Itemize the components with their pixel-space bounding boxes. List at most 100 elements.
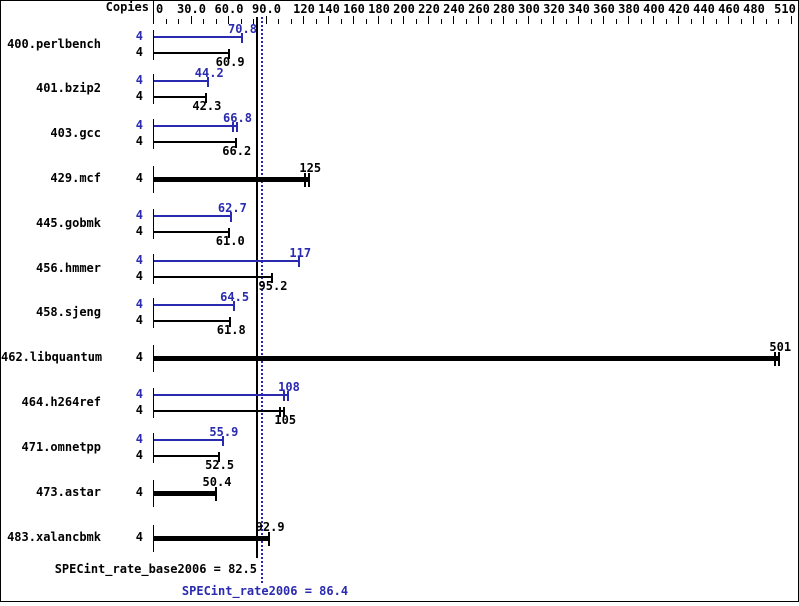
axis-major-tick — [603, 16, 604, 24]
base-bar — [154, 535, 271, 541]
axis-minor-tick — [666, 19, 667, 24]
peak-value-label: 117 — [289, 245, 312, 260]
bar-end-cap — [205, 93, 207, 104]
peak-copies-label: 4 — [135, 252, 143, 267]
peak-bar — [154, 304, 235, 307]
axis-minor-tick — [491, 19, 492, 24]
axis-major-tick — [191, 16, 192, 24]
axis-minor-tick — [616, 19, 617, 24]
axis-minor-tick — [466, 19, 467, 24]
benchmark-label: 429.mcf — [50, 170, 101, 185]
row-axis-stub — [153, 208, 154, 239]
base-copies-label: 4 — [135, 44, 143, 59]
axis-major-tick — [228, 16, 229, 24]
peak-copies-label: 4 — [135, 297, 143, 312]
row-axis-stub — [153, 479, 154, 507]
base-value-label: 61.0 — [215, 233, 245, 248]
peak-bar — [154, 80, 210, 83]
axis-minor-tick — [366, 19, 367, 24]
benchmark-label: 445.gobmk — [35, 215, 101, 230]
axis-tick-label: 360 — [593, 2, 615, 16]
axis-tick-label: 400 — [643, 2, 665, 16]
benchmark-label: 464.h264ref — [21, 395, 101, 410]
bar-end-cap — [298, 256, 300, 267]
axis-minor-tick — [541, 19, 542, 24]
axis-minor-tick — [391, 19, 392, 24]
bar-end-cap — [215, 486, 217, 501]
base-value-label: 42.3 — [192, 99, 222, 114]
axis-major-tick — [478, 16, 479, 24]
bar-end-cap — [230, 211, 232, 222]
peak-value-label: 62.7 — [217, 200, 247, 215]
peak-value-label: 64.5 — [220, 290, 250, 305]
benchmark-label: 456.hmmer — [35, 260, 101, 275]
peak-value-label: 70.8 — [228, 21, 257, 36]
summary-peak-rate: SPECint_rate2006 = 86.4 — [181, 584, 349, 598]
axis-minor-tick — [203, 19, 204, 24]
benchmark-label: 400.perlbench — [7, 36, 101, 51]
base-bar — [154, 320, 232, 323]
axis-tick-label: 90.0 — [252, 2, 281, 16]
axis-minor-tick — [253, 19, 254, 24]
peak-copies-label: 4 — [135, 431, 143, 446]
peak-value-label: 66.8 — [223, 111, 252, 126]
axis-major-tick — [528, 16, 529, 24]
axis-tick-label: 380 — [618, 2, 640, 16]
bar-end-cap — [236, 122, 238, 133]
axis-tick-label: 280 — [493, 2, 515, 16]
bar-end-cap — [268, 531, 270, 546]
base-value-label: 61.8 — [216, 323, 246, 338]
base-bar — [154, 141, 237, 144]
base-copies-label: 4 — [135, 447, 143, 462]
peak-bar — [154, 394, 289, 397]
axis-major-tick — [153, 16, 154, 24]
base-bar — [154, 176, 311, 182]
base-copies-label: 4 — [135, 89, 143, 104]
axis-minor-tick — [341, 19, 342, 24]
summary-base-rate: SPECint_rate_base2006 = 82.5 — [54, 562, 257, 576]
axis-major-tick — [403, 16, 404, 24]
base-bar — [154, 410, 286, 413]
base-copies-label: 4 — [135, 268, 143, 283]
axis-tick-label: 260 — [468, 2, 490, 16]
axis-major-tick — [378, 16, 379, 24]
copies-column-header: Copies — [105, 0, 149, 14]
axis-major-tick — [328, 16, 329, 24]
axis-tick-label: 160 — [343, 2, 365, 16]
base-copies-label: 4 — [135, 170, 143, 185]
base-rate-reference-line — [256, 17, 258, 558]
peak-copies-label: 4 — [135, 118, 143, 133]
benchmark-label: 403.gcc — [50, 126, 101, 141]
base-value-label: 125 — [299, 160, 322, 175]
axis-tick-label: 60.0 — [214, 2, 244, 16]
peak-bar — [154, 438, 224, 441]
run-mark-tick — [774, 352, 776, 367]
axis-minor-tick — [691, 19, 692, 24]
base-bar — [154, 230, 231, 233]
benchmark-label: 458.sjeng — [35, 305, 101, 320]
axis-minor-tick — [316, 19, 317, 24]
base-value-label: 105 — [274, 413, 297, 428]
peak-copies-label: 4 — [135, 207, 143, 222]
bar-end-cap — [228, 227, 230, 238]
peak-copies-label: 4 — [135, 73, 143, 88]
row-axis-stub — [153, 119, 154, 150]
axis-tick-label: 240 — [443, 2, 465, 16]
axis-major-tick — [703, 16, 704, 24]
peak-bar — [154, 125, 238, 128]
base-bar — [154, 96, 207, 99]
axis-tick-label: 140 — [318, 2, 340, 16]
bar-end-cap — [308, 172, 310, 187]
axis-major-tick — [303, 16, 304, 24]
axis-minor-tick — [741, 19, 742, 24]
axis-tick-label: 200 — [393, 2, 415, 16]
run-mark-tick — [279, 407, 281, 418]
axis-minor-tick — [566, 19, 567, 24]
axis-minor-tick — [716, 19, 717, 24]
axis-minor-tick — [291, 19, 292, 24]
axis-major-tick — [503, 16, 504, 24]
axis-major-tick — [578, 16, 579, 24]
peak-value-label: 44.2 — [194, 66, 224, 81]
